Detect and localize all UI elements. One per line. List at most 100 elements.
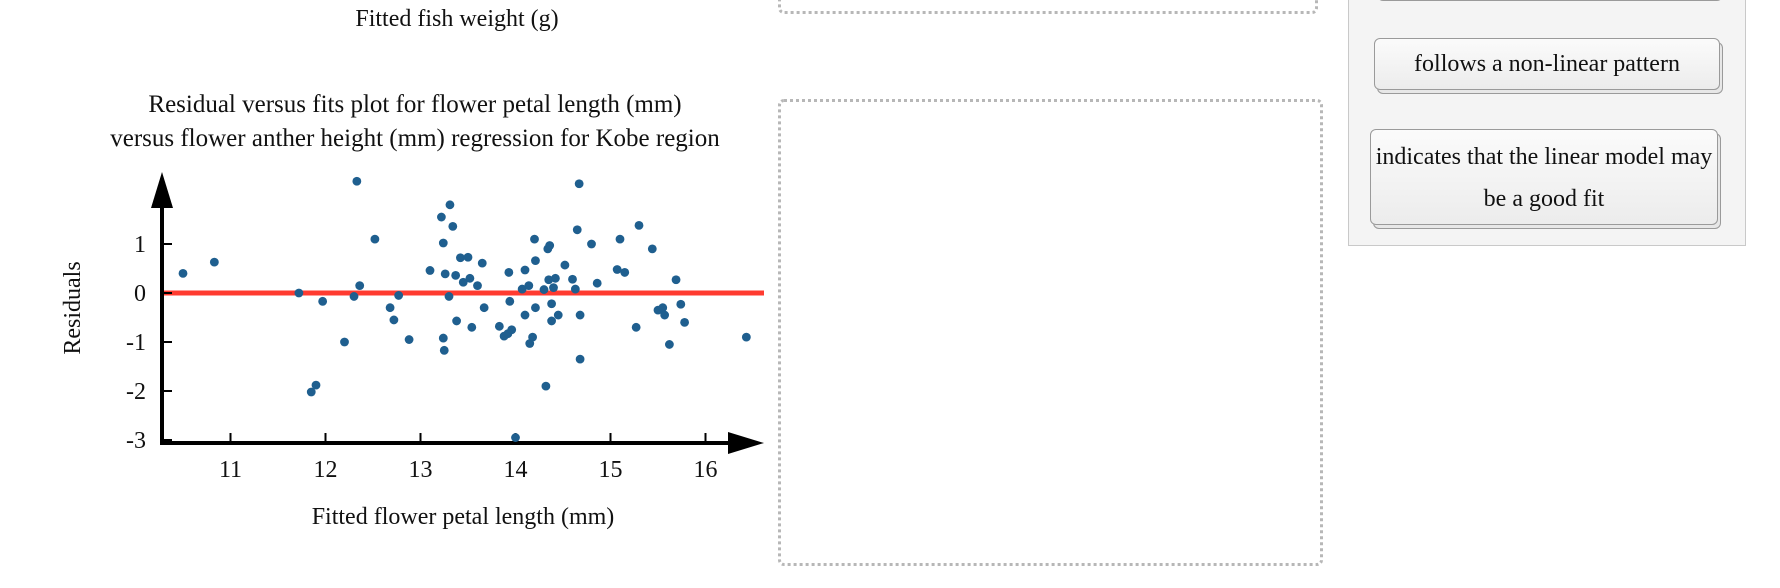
drop-zone-previous[interactable] [778,0,1318,14]
data-point [438,333,448,343]
data-point [209,257,219,267]
data-point [467,322,477,332]
data-point [531,256,540,266]
data-point [658,303,668,313]
data-point [575,310,585,320]
data-point [349,292,359,301]
data-point [615,234,625,244]
chart-title-line-1: Residual versus fits plot for flower pet… [148,91,682,118]
data-point [592,278,602,288]
data-point [318,296,328,306]
answer-tile-non-linear-pattern[interactable]: follows a non-linear pattern [1374,38,1720,90]
data-point [438,238,448,248]
y-tick-label: -3 [126,428,146,454]
data-point [680,318,689,327]
data-point [425,266,435,275]
y-tick-label: -1 [126,330,146,356]
data-point [541,381,551,391]
data-point [572,225,582,235]
data-point [517,284,527,294]
data-point [634,220,644,230]
chart-title-line-2: versus flower anther height (mm) regress… [110,125,720,152]
data-point [448,221,458,231]
data-point [452,316,461,326]
x-tick-label: 16 [694,457,718,483]
data-point [355,281,365,291]
data-point [587,239,596,249]
data-point [647,244,657,254]
x-tick-label: 13 [409,457,433,483]
data-point [504,268,514,277]
data-point [445,200,455,210]
data-point [465,273,475,283]
data-point [439,345,449,355]
data-point [545,241,555,250]
data-point [631,322,641,332]
data-point [660,310,670,320]
y-axis-arrow [151,172,173,208]
data-point [741,332,751,342]
data-point [389,315,399,325]
data-point [665,340,674,349]
data-point [524,281,534,291]
x-tick-label: 14 [504,457,528,483]
data-point [505,296,515,306]
data-point [575,354,585,364]
data-point [549,283,558,293]
data-point [294,288,304,298]
y-tick-label: -2 [126,379,146,405]
data-point [551,273,560,283]
data-point [568,274,577,284]
previous-chart-x-axis-label: Fitted fish weight (g) [355,6,559,32]
x-tick-label: 15 [599,457,623,483]
data-point [458,277,468,287]
data-point [547,316,556,326]
data-point [676,299,686,309]
data-point [340,337,349,347]
y-axis-label: Residuals [60,261,86,354]
answer-tile-good-fit[interactable]: indicates that the linear model may be a… [1370,129,1718,225]
x-tick-label: 12 [314,457,338,483]
chart-title: Residual versus fits plot for flower pet… [40,88,790,156]
data-point [352,176,362,186]
data-point [477,258,487,268]
data-point [560,260,570,270]
drop-zone-kobe-plot[interactable] [778,99,1323,566]
answer-bank: follows a non-linear pattern indicates t… [1348,0,1746,246]
data-point [620,268,630,277]
residual-plot: 1 0 -1 -2 -3 11 12 13 14 15 16 Fitted flower petal … [60,172,764,530]
data-point [311,380,321,390]
data-point [451,270,461,280]
data-point [671,275,681,285]
data-point [473,281,482,291]
data-point [570,284,580,294]
data-point [511,433,520,442]
data-point [440,269,450,279]
data-point [370,234,380,244]
data-point [528,332,537,342]
data-point [553,310,563,320]
data-point [178,269,188,278]
data-point [385,303,395,313]
data-point [494,321,504,331]
data-point [306,387,316,397]
data-point [394,291,404,300]
data-point [437,212,446,222]
x-tick-label: 11 [219,457,242,483]
data-point [544,275,554,285]
data-point [479,303,489,313]
data-point [444,292,454,301]
data-point [507,325,517,335]
y-tick-label: 0 [134,281,146,307]
data-point [612,265,622,274]
x-axis-label: Fitted flower petal length (mm) [312,504,615,530]
data-point [531,303,540,313]
data-point [520,265,530,275]
x-axis-arrow [728,432,764,454]
data-point [574,179,584,189]
data-point [547,299,556,309]
data-point [456,253,465,263]
data-point [404,335,414,344]
y-tick-label: 1 [134,232,146,258]
data-point [463,252,473,262]
